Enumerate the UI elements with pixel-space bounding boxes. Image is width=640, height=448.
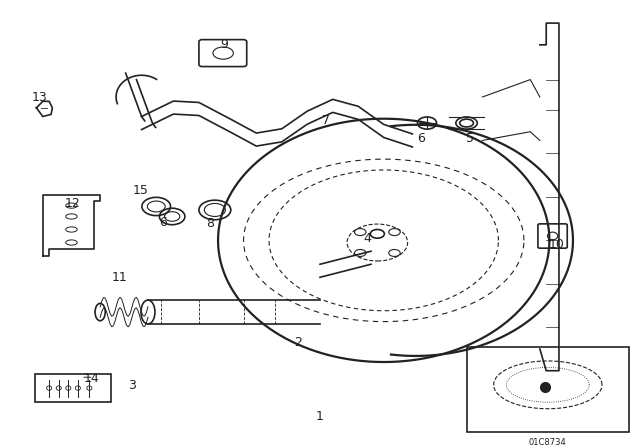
Text: 8: 8 <box>206 217 214 230</box>
FancyBboxPatch shape <box>35 374 111 402</box>
Text: 11: 11 <box>111 271 127 284</box>
Text: 4: 4 <box>364 232 372 245</box>
Text: 7: 7 <box>323 114 330 127</box>
Text: 01C8734: 01C8734 <box>529 438 566 447</box>
FancyBboxPatch shape <box>538 224 567 248</box>
Text: 3: 3 <box>128 379 136 392</box>
Text: 12: 12 <box>65 197 81 210</box>
Text: 1: 1 <box>316 410 324 423</box>
Text: 14: 14 <box>84 372 100 385</box>
FancyBboxPatch shape <box>199 39 246 67</box>
Text: 13: 13 <box>32 91 47 104</box>
Text: 6: 6 <box>159 216 166 229</box>
Text: 9: 9 <box>220 39 228 52</box>
Text: 2: 2 <box>294 336 301 349</box>
Text: 15: 15 <box>132 184 148 197</box>
Text: 6: 6 <box>417 132 424 145</box>
Text: 10: 10 <box>549 238 565 251</box>
Bar <box>467 347 629 431</box>
Text: 5: 5 <box>466 132 474 145</box>
